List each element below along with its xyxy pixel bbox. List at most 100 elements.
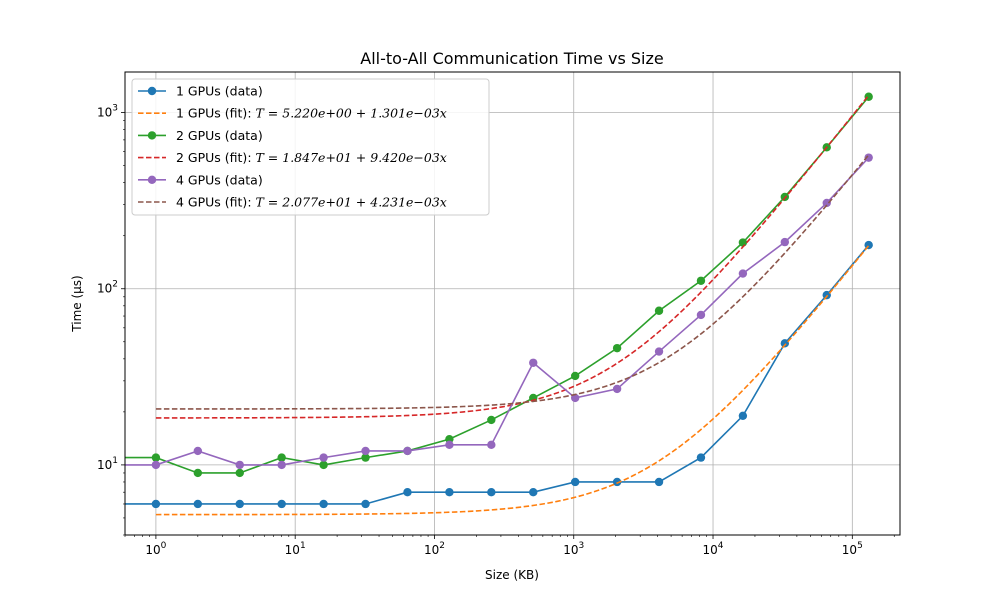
- x-tick-label: 101: [285, 541, 306, 557]
- series-layer: [125, 92, 873, 516]
- legend-entry-name: 2 GPUs (fit):: [176, 150, 256, 165]
- data-point: [403, 446, 412, 456]
- legend-marker: [147, 86, 157, 96]
- data-point: [738, 238, 748, 247]
- data-point: [193, 499, 203, 509]
- legend-marker: [147, 131, 157, 140]
- legend-entry-equation: T = 5.220e+00 + 1.301e−03x: [256, 106, 447, 121]
- data-point: [654, 306, 664, 315]
- fit-line-5: [155, 154, 870, 410]
- legend-entry: 4 GPUs (fit): T = 2.077e+01 + 4.231e−03x: [176, 195, 447, 210]
- y-tick-label-base: 10: [97, 106, 112, 120]
- data-point: [445, 440, 454, 450]
- y-axis-label: Time (µs): [70, 275, 84, 332]
- data-point: [696, 276, 706, 285]
- y-tick-label: 101: [97, 456, 118, 472]
- x-tick-label-exponent: 3: [579, 541, 585, 551]
- data-point: [319, 460, 328, 470]
- data-point: [235, 460, 244, 470]
- data-point: [361, 453, 370, 462]
- data-point: [403, 487, 412, 497]
- legend-entry-equation: T = 1.847e+01 + 9.420e−03x: [256, 150, 447, 165]
- legend-box: [131, 78, 490, 216]
- x-tick-label-exponent: 0: [161, 541, 167, 551]
- x-tick-label-base: 10: [145, 543, 160, 557]
- x-tick-label-base: 10: [842, 543, 857, 557]
- data-point: [529, 358, 538, 367]
- legend-entry: 1 GPUs (data): [176, 84, 263, 99]
- legend-entry: 2 GPUs (data): [176, 128, 263, 143]
- data-point: [277, 453, 286, 462]
- data-point: [654, 477, 664, 487]
- legend-entry-name: 4 GPUs (data): [176, 172, 263, 187]
- legend-entry: 4 GPUs (data): [176, 172, 263, 187]
- data-point: [151, 460, 161, 470]
- x-tick-label: 105: [842, 541, 863, 557]
- x-tick-label-exponent: 4: [718, 541, 724, 551]
- data-point: [612, 343, 622, 353]
- x-tick-label-base: 10: [285, 543, 300, 557]
- legend-entry: 1 GPUs (fit): T = 5.220e+00 + 1.301e−03x: [176, 106, 447, 121]
- x-axis-label: Size (KB): [485, 568, 539, 582]
- x-tick-label-base: 10: [424, 543, 439, 557]
- data-point: [319, 499, 328, 509]
- y-tick-label: 102: [97, 280, 118, 296]
- data-point: [193, 468, 203, 478]
- x-tick-label-exponent: 5: [857, 541, 863, 551]
- data-point: [570, 393, 580, 403]
- data-point: [319, 453, 328, 462]
- data-point: [151, 499, 161, 509]
- x-tick-label: 104: [703, 541, 724, 557]
- data-point: [277, 499, 286, 509]
- legend-entry-name: 2 GPUs (data): [176, 128, 263, 143]
- chart-title: All-to-All Communication Time vs Size: [360, 49, 663, 68]
- legend: 1 GPUs (data) 1 GPUs (fit): T = 5.220e+00…: [131, 78, 490, 216]
- data-point: [738, 411, 748, 420]
- data-point: [738, 269, 748, 278]
- legend-entry-name: 4 GPUs (fit):: [176, 195, 256, 210]
- data-point: [529, 487, 538, 497]
- data-point: [361, 446, 370, 456]
- legend-entry: 2 GPUs (fit): T = 1.847e+01 + 9.420e−03x: [176, 150, 447, 165]
- data-point: [612, 477, 622, 487]
- plot-frame: [124, 71, 901, 536]
- data-point: [612, 384, 622, 394]
- data-point: [277, 460, 286, 470]
- data-point: [822, 198, 831, 208]
- data-point: [445, 487, 454, 497]
- x-tick-label: 100: [145, 541, 166, 557]
- data-point: [654, 347, 664, 356]
- data-point: [487, 440, 496, 450]
- x-tick-label: 103: [563, 541, 584, 557]
- legend-entry-name: 1 GPUs (data): [176, 84, 263, 99]
- x-tick-label-base: 10: [563, 543, 578, 557]
- legend-marker: [147, 175, 157, 184]
- legend-entry-equation: T = 2.077e+01 + 4.231e−03x: [256, 195, 447, 210]
- data-point: [151, 453, 161, 462]
- x-tick-label: 102: [424, 541, 445, 557]
- fit-line-1: [155, 245, 870, 516]
- data-point: [361, 499, 370, 509]
- x-tick-label-base: 10: [703, 543, 718, 557]
- y-tick-label-exponent: 1: [112, 456, 118, 466]
- y-tick-label-base: 10: [97, 458, 112, 472]
- data-point: [864, 153, 873, 162]
- data-point: [780, 339, 790, 348]
- data-point: [780, 237, 790, 247]
- y-tick-label-exponent: 2: [112, 280, 118, 290]
- x-tick-label-exponent: 1: [300, 541, 306, 551]
- y-tick-label-exponent: 3: [112, 104, 118, 114]
- data-point: [696, 453, 706, 462]
- data-point: [487, 415, 496, 425]
- y-tick-label-base: 10: [97, 282, 112, 296]
- data-point: [570, 477, 580, 487]
- data-point: [822, 290, 831, 300]
- data-point: [193, 446, 203, 456]
- data-point: [696, 310, 706, 320]
- x-tick-label-exponent: 2: [439, 541, 445, 551]
- data-point: [570, 371, 580, 381]
- data-point: [235, 468, 244, 478]
- y-tick-label: 103: [97, 104, 118, 120]
